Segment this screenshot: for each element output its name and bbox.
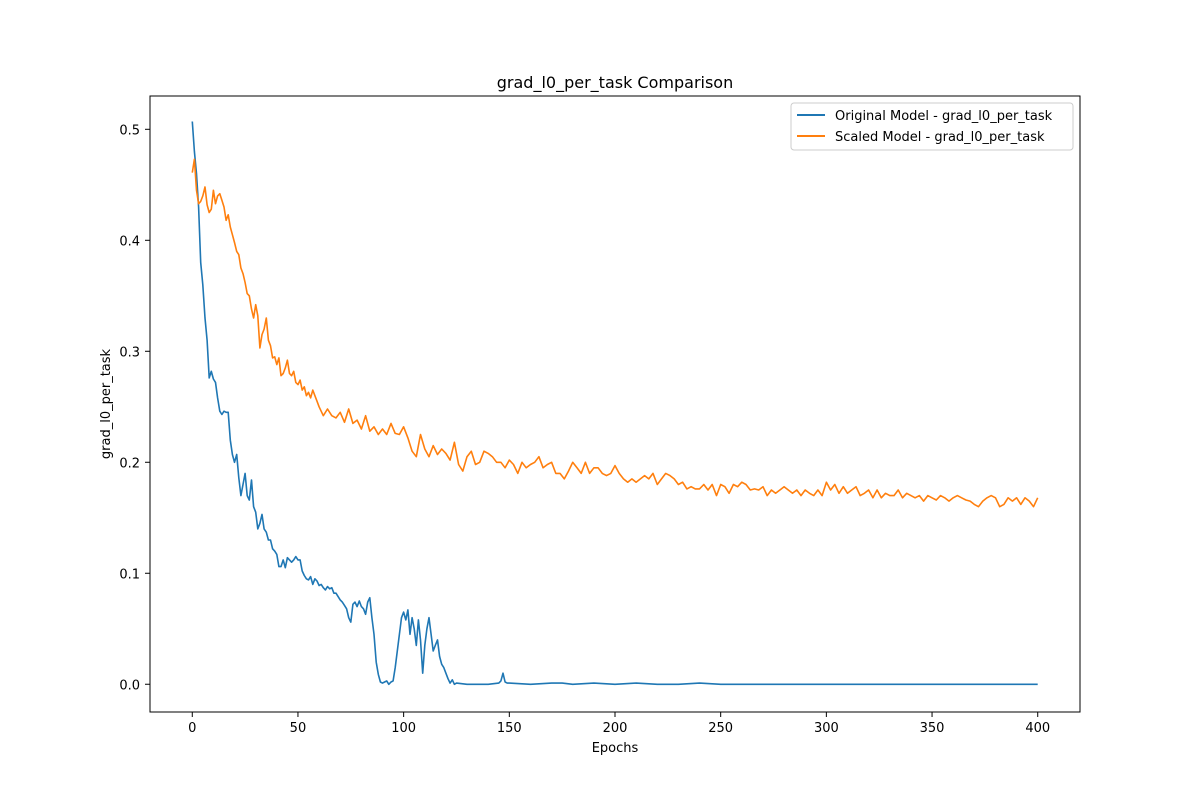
y-axis-ticks: 0.0 0.1 0.2 0.3 0.4 0.5	[119, 123, 150, 693]
x-tick-label: 0	[188, 721, 196, 736]
legend-label-scaled: Scaled Model - grad_l0_per_task	[835, 130, 1045, 145]
series-line-scaled	[191, 158, 1039, 508]
y-tick-label: 0.2	[119, 456, 140, 471]
legend-label-original: Original Model - grad_l0_per_task	[835, 109, 1053, 124]
series-line-original	[191, 121, 1038, 686]
legend: Original Model - grad_l0_per_task Scaled…	[790, 102, 1074, 151]
y-tick-label: 0.1	[119, 567, 140, 582]
plot-frame	[149, 95, 1081, 713]
chart-title: grad_l0_per_task Comparison	[497, 73, 733, 93]
x-tick-label: 300	[814, 721, 839, 736]
x-tick-label: 100	[391, 721, 416, 736]
legend-box	[790, 102, 1074, 151]
x-axis-ticks: 0 50 100 150 200 250 300 350 400	[188, 712, 1050, 736]
x-tick-label: 250	[708, 721, 733, 736]
x-tick-label: 200	[603, 721, 628, 736]
y-tick-label: 0.0	[119, 678, 140, 693]
y-tick-label: 0.5	[119, 123, 140, 138]
y-tick-label: 0.3	[119, 345, 140, 360]
x-tick-label: 150	[497, 721, 522, 736]
y-tick-label: 0.4	[119, 234, 140, 249]
y-axis-label: grad_l0_per_task	[99, 348, 114, 459]
x-tick-label: 50	[290, 721, 307, 736]
x-axis-label: Epochs	[592, 741, 639, 756]
x-tick-label: 400	[1025, 721, 1050, 736]
series-lines	[191, 121, 1039, 686]
x-tick-label: 350	[920, 721, 945, 736]
